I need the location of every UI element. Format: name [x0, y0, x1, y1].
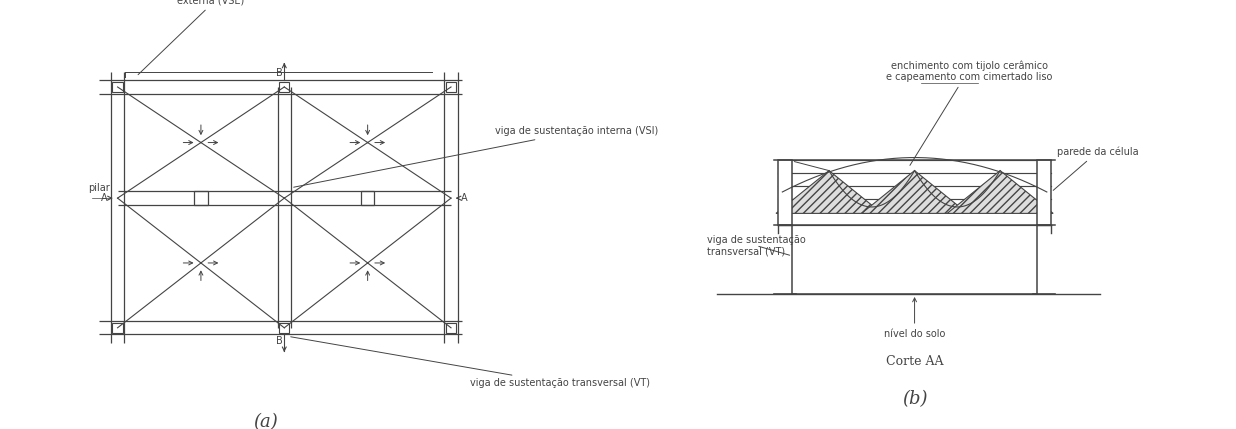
Polygon shape	[947, 171, 1053, 213]
Text: A: A	[100, 193, 108, 203]
Text: Corte AA: Corte AA	[886, 355, 943, 368]
Bar	[777, 160, 792, 225]
Polygon shape	[446, 323, 456, 333]
Polygon shape	[776, 171, 883, 213]
Polygon shape	[112, 82, 122, 92]
Text: viga de sustentação interna (VSI): viga de sustentação interna (VSI)	[294, 127, 659, 187]
Text: B: B	[276, 336, 283, 346]
Text: viga de sustentação
externa (VSE): viga de sustentação externa (VSE)	[138, 0, 260, 75]
Bar	[1037, 160, 1051, 225]
Text: parede da célula: parede da célula	[1053, 146, 1138, 190]
Text: pilar: pilar	[88, 183, 110, 193]
Polygon shape	[279, 323, 289, 333]
Polygon shape	[446, 82, 456, 92]
Polygon shape	[279, 82, 289, 92]
Text: (a): (a)	[253, 413, 278, 429]
Polygon shape	[861, 171, 968, 213]
Polygon shape	[112, 323, 122, 333]
Text: viga de sustentação
transversal (VT): viga de sustentação transversal (VT)	[707, 235, 806, 257]
Text: B: B	[276, 69, 283, 79]
Text: enchimento com tijolo cerâmico
e capeamento com cimertado liso: enchimento com tijolo cerâmico e capeame…	[886, 60, 1053, 165]
Text: nível do solo: nível do solo	[884, 298, 946, 339]
Text: A: A	[461, 193, 468, 203]
Text: (b): (b)	[902, 390, 927, 408]
Text: viga de sustentação transversal (VT): viga de sustentação transversal (VT)	[290, 337, 650, 388]
Polygon shape	[361, 191, 375, 205]
Polygon shape	[194, 191, 208, 205]
